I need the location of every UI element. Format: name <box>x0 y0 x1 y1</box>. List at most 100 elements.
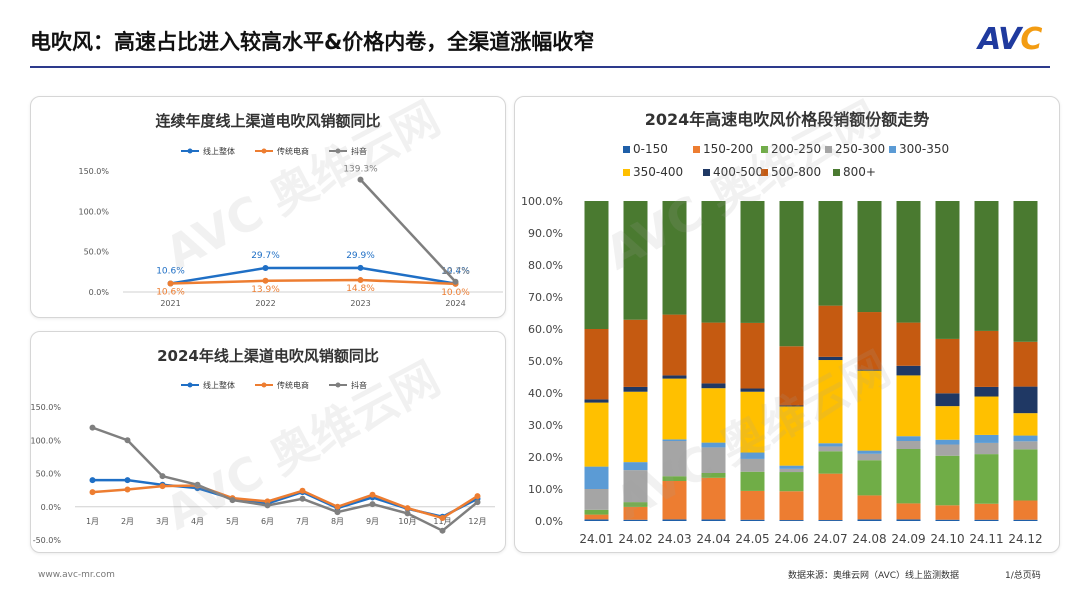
bar-segment-300-350 <box>935 439 960 445</box>
bar-segment-500-800 <box>974 330 999 387</box>
data-point <box>334 509 341 516</box>
panel-price-share: 2024年高速电吹风价格段销额份额走势 0-150 150-200 200-250 25… <box>514 96 1060 553</box>
x-tick-label: 7月 <box>296 517 309 526</box>
bar-segment-350-400 <box>935 406 960 440</box>
bar-segment-200-250 <box>974 454 999 504</box>
data-point <box>334 503 341 510</box>
bar-segment-300-350 <box>779 465 804 469</box>
x-tick-label: 24.04 <box>696 532 730 546</box>
bar-segment-500-800 <box>740 322 765 389</box>
chart-title: 2024年线上渠道电吹风销额同比 <box>157 347 379 365</box>
data-point <box>474 499 481 506</box>
bar-segment-800+ <box>584 201 609 329</box>
bar-segment-250-300 <box>584 489 609 510</box>
bar-segment-250-300 <box>935 444 960 456</box>
page-title: 电吹风：高速占比进入较高水平&价格内卷，全渠道涨幅收窄 <box>30 30 595 54</box>
bar-segment-150-200 <box>896 503 921 520</box>
y-tick-label: 0.0% <box>89 288 110 297</box>
bar-segment-200-250 <box>896 449 921 504</box>
data-point <box>167 280 174 287</box>
x-tick-label: 4月 <box>191 517 204 526</box>
x-tick-label: 2022 <box>255 299 275 308</box>
bar-segment-0-150 <box>857 519 882 521</box>
bar-segment-300-350 <box>1013 435 1038 442</box>
bar-segment-300-350 <box>740 452 765 459</box>
data-point <box>89 424 96 431</box>
legend-label: 200-250 <box>771 142 821 156</box>
data-label: 10.0% <box>441 288 470 298</box>
legend-marker <box>261 382 267 388</box>
legend-swatch <box>761 146 768 153</box>
bar-segment-200-250 <box>818 451 843 474</box>
bar-segment-0-150 <box>701 519 726 521</box>
data-point <box>262 277 269 284</box>
x-tick-label: 24.12 <box>1008 532 1042 546</box>
legend-swatch <box>623 146 630 153</box>
bar-segment-0-150 <box>818 520 843 521</box>
legend-marker <box>187 148 193 154</box>
bar-segment-350-400 <box>857 370 882 451</box>
legend-swatch <box>693 146 700 153</box>
bar-segment-0-150 <box>623 519 648 521</box>
y-tick-label: 0.0% <box>41 503 62 512</box>
bar-segment-250-300 <box>623 470 648 503</box>
legend-label: 350-400 <box>633 165 683 179</box>
bar-segment-800+ <box>1013 201 1038 342</box>
bar-segment-300-350 <box>701 442 726 448</box>
bar-segment-150-200 <box>974 503 999 520</box>
bar-segment-400-500 <box>662 375 687 379</box>
bar-segment-800+ <box>896 201 921 323</box>
x-tick-label: 9月 <box>366 517 379 526</box>
bar-segment-800+ <box>740 201 765 323</box>
bar-segment-500-800 <box>623 319 648 387</box>
x-tick-label: 6月 <box>261 517 274 526</box>
data-point <box>124 477 131 484</box>
data-point <box>439 527 446 534</box>
bar-segment-350-400 <box>1013 413 1038 436</box>
bar-segment-400-500 <box>623 386 648 392</box>
y-tick-label: 20.0% <box>528 451 563 464</box>
y-tick-label: 100.0% <box>521 195 563 208</box>
bar-segment-350-400 <box>896 375 921 437</box>
chart-title: 2024年高速电吹风价格段销额份额走势 <box>645 110 930 129</box>
bar-segment-400-500 <box>740 388 765 392</box>
x-tick-label: 12月 <box>468 517 486 526</box>
legend-label: 800+ <box>843 165 876 179</box>
bar-segment-500-800 <box>896 322 921 366</box>
data-label: 12.7% <box>441 267 470 277</box>
bar-segment-400-500 <box>974 386 999 397</box>
data-point <box>452 278 459 285</box>
legend-label: 线上整体 <box>203 380 235 390</box>
bar-segment-400-500 <box>701 383 726 389</box>
y-tick-label: 50.0% <box>36 470 62 479</box>
bar-segment-800+ <box>779 201 804 347</box>
data-point <box>89 489 96 496</box>
data-point <box>299 495 306 502</box>
series-line-传统电商 <box>92 484 479 520</box>
y-tick-label: 70.0% <box>528 291 563 304</box>
legend-swatch <box>833 169 840 176</box>
data-point <box>357 277 364 284</box>
bar-segment-350-400 <box>818 360 843 444</box>
bar-segment-200-250 <box>740 471 765 491</box>
bar-segment-0-150 <box>740 519 765 521</box>
y-tick-label: 50.0% <box>528 355 563 368</box>
x-tick-label: 24.07 <box>813 532 847 546</box>
bar-segment-800+ <box>818 201 843 306</box>
bar-segment-350-400 <box>779 406 804 466</box>
bar-segment-400-500 <box>818 356 843 361</box>
bar-segment-200-250 <box>584 509 609 515</box>
x-tick-label: 24.01 <box>579 532 613 546</box>
bar-segment-800+ <box>935 201 960 339</box>
y-tick-label: 40.0% <box>528 387 563 400</box>
bar-segment-800+ <box>623 201 648 320</box>
title-divider <box>30 66 1050 68</box>
data-point <box>194 481 201 488</box>
bar-segment-350-400 <box>662 378 687 440</box>
bar-segment-800+ <box>662 201 687 315</box>
data-point <box>124 437 131 444</box>
bar-segment-150-200 <box>1013 500 1038 520</box>
panel-monthly-yoy: 2024年线上渠道电吹风销额同比 线上整体 传统电商 抖音 150.0% 100.0% 50… <box>30 331 506 553</box>
bar-segment-250-300 <box>1013 441 1038 450</box>
